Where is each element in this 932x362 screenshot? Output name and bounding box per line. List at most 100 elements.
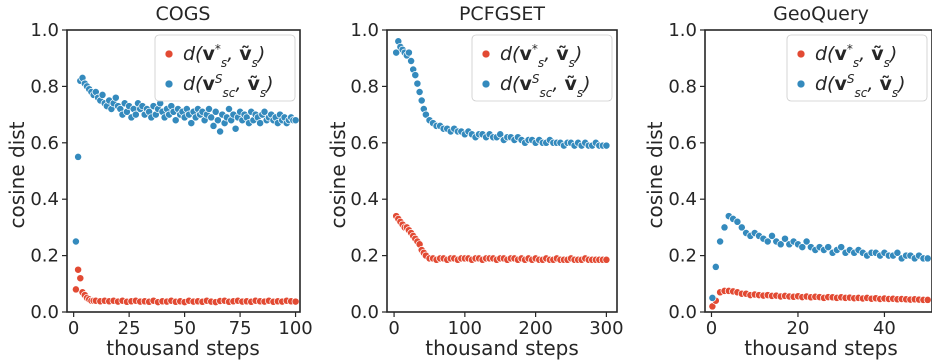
data-point [187,119,196,128]
x-tick-label: 75 [229,318,252,339]
x-tick-label: 50 [173,318,196,339]
data-point [737,223,746,232]
plot-area-geoquery: 0 20 40 0.0 0.2 0.4 0.6 0.8 1.0 d(v*s, ṽs)d(vSsc,… [668,20,932,339]
y-axis-label-cogs: cosine dist [5,121,29,228]
data-point [71,237,80,246]
data-point [733,217,742,226]
data-point [404,48,413,57]
data-point [768,231,776,240]
data-point [260,107,269,116]
y-tick-label: 0.8 [350,76,379,97]
x-axis-label-pcfgset: thousand steps [425,336,579,360]
legend-marker-blue [164,79,174,89]
legend-marker-red [796,49,806,59]
data-point [392,48,401,57]
legend-marker-red [164,49,174,59]
y-tick-label: 0.2 [350,246,379,267]
data-point [837,243,846,252]
data-point [415,88,424,96]
data-point [76,274,85,283]
x-axis-label-geoquery: thousand steps [744,336,898,360]
legend-label-blue: d(vSsc, ṽs) [183,72,274,100]
x-tick-label: 300 [589,318,623,339]
data-point [413,79,422,88]
data-point [923,295,932,304]
x-tick-label: 0 [388,318,399,339]
data-point [291,297,300,306]
data-point [211,107,220,116]
data-point [602,255,611,264]
data-point [216,127,225,136]
y-tick-label: 1.0 [350,20,379,41]
data-point [602,141,611,150]
y-tick-label: 0.2 [668,246,697,267]
data-point [923,254,932,263]
y-tick-label: 0.8 [668,76,697,97]
data-point [98,90,107,99]
panel-pcfgset: PCFGSET 0 100 200 300 0.0 0.2 0.4 0.6 0.8 1.0 d(v*… [326,3,624,360]
series-blue [71,73,300,246]
legend-marker-red [481,49,491,59]
plot-area-cogs: 0 25 50 75 100 0.0 0.2 0.4 0.6 0.8 1.0 d(v*s, ṽs)d(… [30,20,312,339]
data-point [74,152,83,161]
x-tick-label: 25 [118,318,141,339]
panel-title-geoquery: GeoQuery [773,3,869,25]
data-point [802,237,811,246]
data-point [74,265,83,274]
axes-frame [386,29,618,313]
y-tick-label: 0.0 [350,302,379,323]
data-point [716,237,725,246]
series-red [392,212,611,264]
y-tick-label: 0.8 [30,76,59,97]
y-tick-label: 0.4 [350,189,379,210]
x-tick-label: 200 [518,318,552,339]
data-point [763,237,772,246]
axes-frame [704,29,932,313]
data-point [893,248,902,257]
data-point [256,119,265,128]
legend-label-red: d(v*s, ṽs) [183,42,265,70]
data-point [71,285,80,294]
y-tick-label: 0.4 [668,189,697,210]
panel-geoquery: GeoQuery 0 20 40 0.0 0.2 0.4 0.6 0.8 1.0 d(v*s, ṽ… [643,3,932,360]
legend-label-blue: d(vSsc, ṽs) [500,72,591,100]
legend: d(v*s, ṽs)d(vSsc, ṽs) [786,34,928,102]
series-blue [392,37,611,150]
y-tick-label: 0.4 [30,189,59,210]
legend-box [154,34,296,102]
y-axis-label-pcfgset: cosine dist [326,121,350,228]
x-tick-label: 0 [706,318,717,339]
legend: d(v*s, ṽs)d(vSsc, ṽs) [471,34,613,102]
panel-title-pcfgset: PCFGSET [459,3,545,25]
data-point [111,93,120,102]
y-tick-label: 0.6 [350,133,379,154]
data-point [708,302,717,311]
y-tick-label: 0.6 [668,133,697,154]
data-point [205,105,213,113]
legend-label-red: d(v*s, ṽs) [500,42,582,70]
data-point [711,262,720,271]
data-point [720,223,729,232]
x-tick-label: 100 [278,318,312,339]
panel-title-cogs: COGS [155,3,210,25]
plot-area-pcfgset: 0 100 200 300 0.0 0.2 0.4 0.6 0.8 1.0 d(v*s, ṽs)d(… [350,20,623,339]
data-point [411,71,420,80]
x-tick-label: 20 [787,318,810,339]
data-point [798,243,807,252]
data-point [781,234,789,243]
data-point [171,116,180,125]
data-point [209,121,218,130]
legend-marker-blue [796,79,806,89]
y-tick-label: 0.6 [30,133,59,154]
data-point [496,130,505,139]
y-tick-label: 1.0 [668,20,697,41]
data-point [776,240,785,249]
y-tick-label: 0.2 [30,246,59,267]
x-tick-label: 100 [448,318,482,339]
data-point [291,116,300,125]
data-point [417,96,426,105]
legend-box [471,34,613,102]
legend-marker-blue [481,79,491,89]
legend: d(v*s, ṽs)d(vSsc, ṽs) [154,34,296,102]
